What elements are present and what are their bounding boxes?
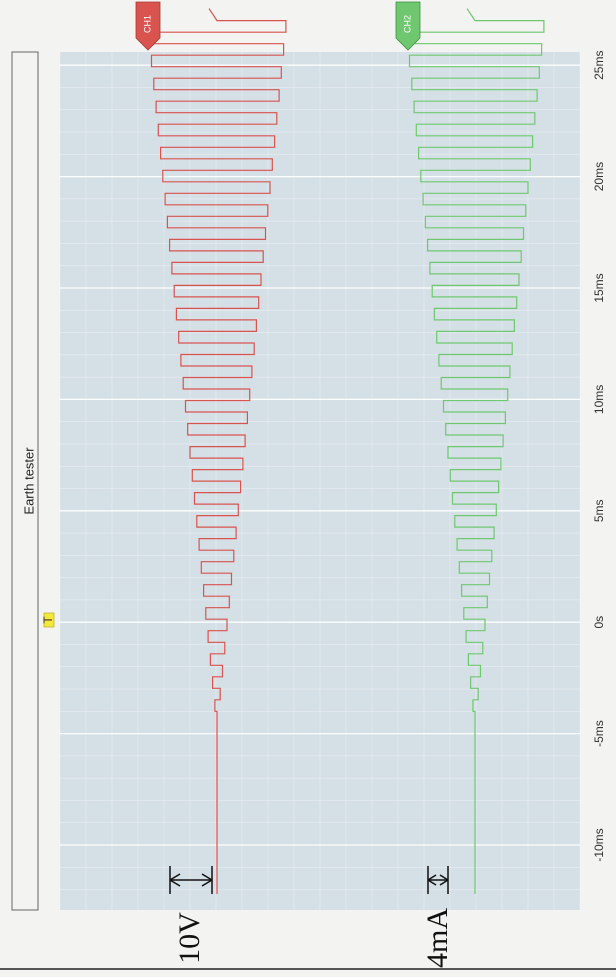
x-tick-label: 25ms	[592, 51, 606, 80]
trigger-marker-text: T	[41, 616, 55, 624]
title-frame	[11, 51, 39, 911]
x-tick-label: 5ms	[592, 499, 606, 522]
x-tick-label-text: -5ms	[592, 720, 606, 747]
ch2-scale-label-text: 4mA	[421, 908, 454, 968]
ch1-scale-label: 10V	[173, 912, 206, 964]
ch2-scale-label: 4mA	[421, 908, 454, 968]
waveform-group	[148, 8, 545, 894]
chart-title-text: Earth tester	[21, 447, 36, 515]
series-line-ch2	[406, 8, 545, 894]
chart-title: Earth tester	[21, 447, 36, 515]
x-tick-label: 15ms	[592, 273, 606, 302]
x-tick-label-text: 20ms	[592, 162, 606, 191]
ch1-channel-marker: CH1	[135, 1, 161, 51]
ch1-marker-text: CH1	[142, 15, 152, 33]
x-tick-label-text: 5ms	[592, 499, 606, 522]
page-divider	[0, 968, 616, 970]
x-tick-label: -10ms	[592, 828, 606, 861]
trigger-marker: T	[41, 612, 55, 628]
ch1-scale-arrow	[169, 866, 213, 894]
series-line-ch1	[148, 8, 287, 894]
x-tick-labels: -10ms -5ms 0s 5ms 10ms 15ms 20ms 25ms	[592, 51, 606, 862]
x-tick-label-text: 10ms	[592, 385, 606, 414]
x-tick-label-text: 0s	[592, 616, 606, 629]
ch2-channel-marker: CH2	[395, 1, 421, 51]
x-tick-label: 20ms	[592, 162, 606, 191]
ch1-scale-label-text: 10V	[173, 912, 206, 964]
x-tick-label-text: -10ms	[592, 828, 606, 861]
x-tick-label: -5ms	[592, 720, 606, 747]
x-tick-label: 0s	[592, 616, 606, 629]
x-tick-label: 10ms	[592, 385, 606, 414]
x-tick-label-text: 15ms	[592, 273, 606, 302]
ch2-marker-text: CH2	[402, 15, 412, 33]
grid-lines	[59, 52, 581, 910]
x-tick-label-text: 25ms	[592, 51, 606, 80]
ch2-scale-arrow	[427, 866, 449, 894]
